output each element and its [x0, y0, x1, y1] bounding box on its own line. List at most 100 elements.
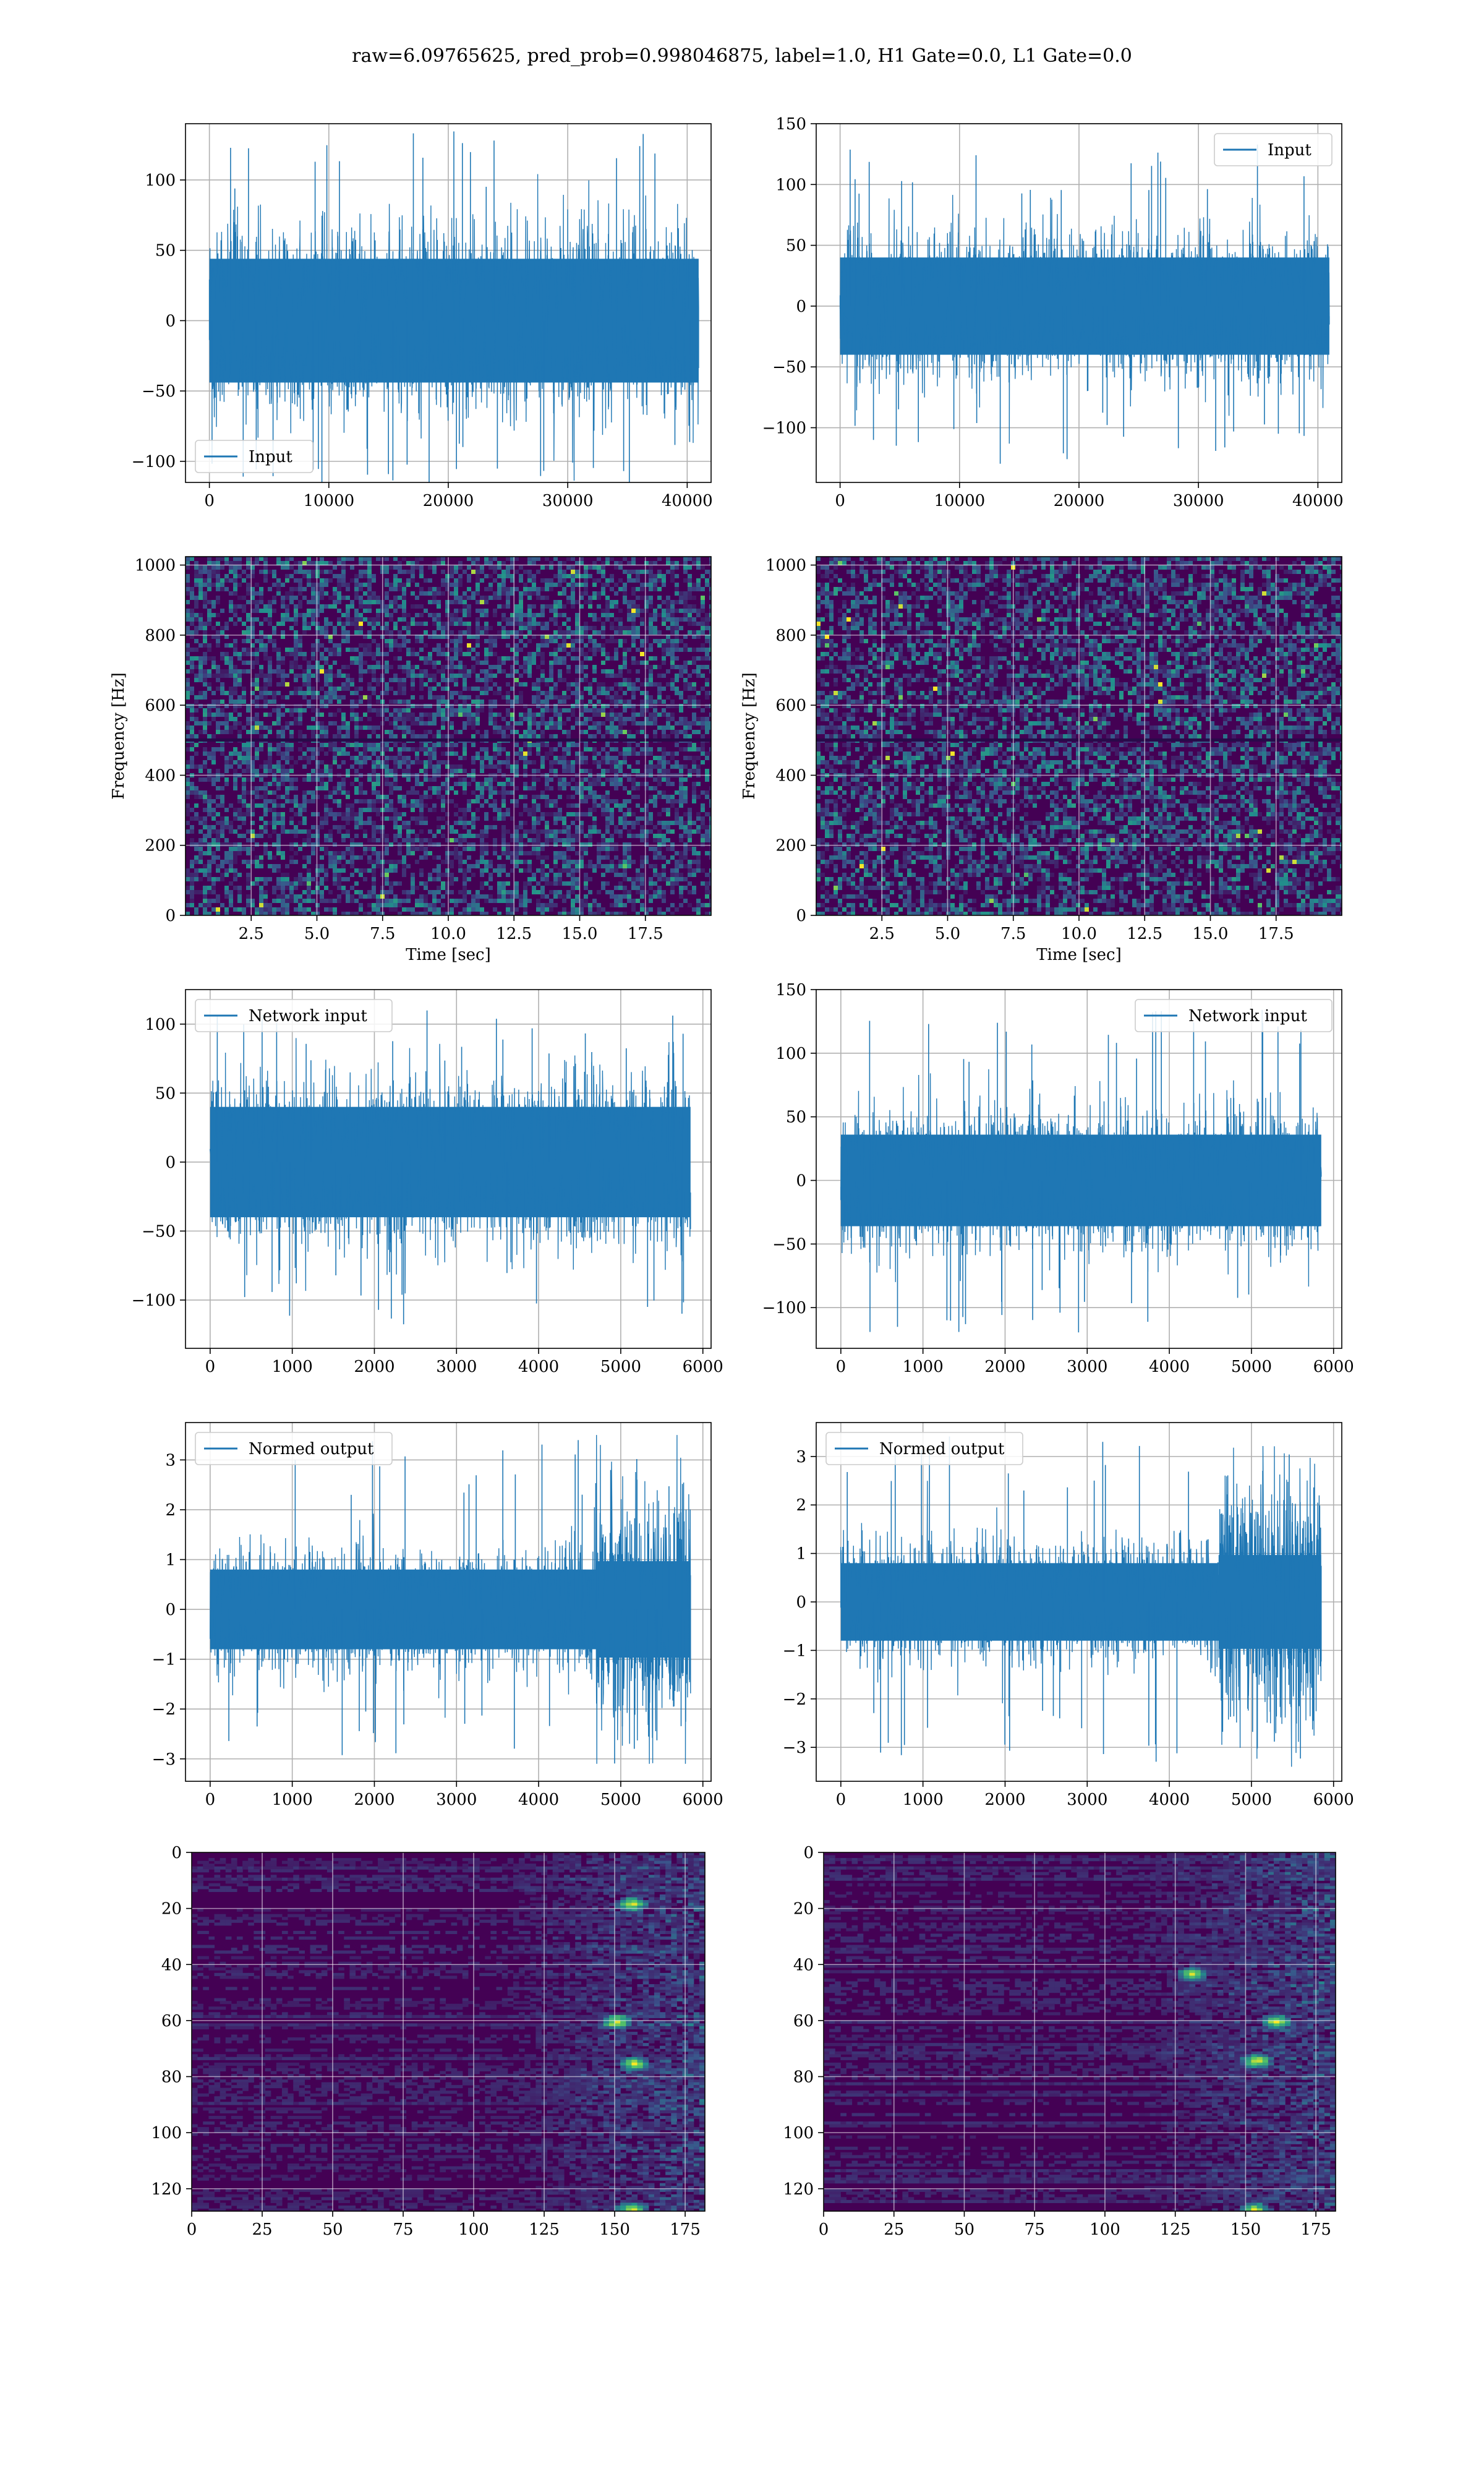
- norm-h1-spikes: [228, 1440, 683, 1764]
- norm-l1-xtick-label: 4000: [1149, 1791, 1190, 1809]
- heat-l1-xtick-label: 175: [1300, 2220, 1331, 2239]
- heat-l1-xtick-label: 125: [1160, 2220, 1191, 2239]
- net-l1-ytick-label: −100: [762, 1299, 806, 1317]
- net-h1-ytick-label: −50: [142, 1222, 176, 1241]
- net-l1-ytick-label: 150: [775, 981, 806, 999]
- heat-h1-ytick-label: 120: [151, 2180, 182, 2199]
- net-l1-series: [840, 1009, 1322, 1333]
- spec-h1-xtick-label: 10.0: [430, 925, 466, 943]
- net-l1-ytick-label: −50: [772, 1235, 806, 1254]
- norm-h1-ytick-label: 0: [165, 1601, 176, 1619]
- norm-h1-xtick-label: 6000: [683, 1791, 723, 1809]
- heat-l1-panel: 0 25 50 75 100 125 150 175 0 20 40 60 80 100 120: [783, 1844, 1336, 2239]
- heat-l1-frame: [823, 1852, 1336, 2212]
- net-l1-ytick-label: 50: [786, 1108, 806, 1127]
- input-l1-series: [839, 144, 1330, 464]
- net-l1-xtick-label: 4000: [1149, 1358, 1190, 1376]
- norm-l1-xtick-label: 1000: [903, 1791, 944, 1809]
- norm-h1-ytick-label: −3: [152, 1750, 176, 1769]
- norm-l1-xtick-label: 0: [836, 1791, 846, 1809]
- norm-l1-ytick-label: 0: [796, 1593, 806, 1612]
- spec-l1-ylabel: Frequency [Hz]: [740, 672, 759, 800]
- spec-h1-xlabel: Time [sec]: [406, 946, 491, 964]
- heat-h1-ytick-label: 60: [161, 2012, 182, 2031]
- spec-h1-xtick-label: 12.5: [496, 925, 532, 943]
- norm-l1-xtick-label: 6000: [1313, 1791, 1354, 1809]
- norm-h1-line: [210, 1435, 691, 1764]
- input-h1-ytick-label: −50: [142, 382, 176, 401]
- input-h1-xtick-label: 10000: [303, 492, 354, 510]
- net-h1-xtick-label: 4000: [518, 1358, 559, 1376]
- heat-h1-xtick-label: 150: [599, 2220, 630, 2239]
- spec-l1-xtick-label: 5.0: [935, 925, 960, 943]
- heat-h1-image: [192, 1852, 705, 2211]
- norm-h1-xtick-label: 3000: [436, 1791, 477, 1809]
- norm-h1-xtick-label: 5000: [600, 1791, 641, 1809]
- input-h1-legend: Input: [195, 440, 313, 473]
- heat-h1-ytick-label: 20: [161, 1900, 182, 1919]
- net-h1-ytick-label: 50: [155, 1084, 176, 1103]
- spec-h1-xtick-label: 7.5: [370, 925, 395, 943]
- heat-l1-ytick-label: 80: [793, 2068, 814, 2087]
- input-h1-series: [208, 131, 699, 482]
- input-h1-xtick-label: 30000: [542, 492, 594, 510]
- heat-l1-ytick-label: 0: [803, 1844, 814, 1862]
- net-h1-frame: [185, 989, 712, 1349]
- spec-l1-ytick-label: 600: [775, 696, 806, 715]
- net-h1-xtick-label: 1000: [272, 1358, 313, 1376]
- input-l1-legend: Input: [1214, 133, 1333, 166]
- norm-l1-ytick-label: −3: [783, 1739, 806, 1757]
- spec-h1-ytick-label: 200: [145, 837, 176, 855]
- norm-l1-xtick-label: 2000: [984, 1791, 1025, 1809]
- spec-l1-ytick-label: 200: [775, 837, 806, 855]
- input-h1-xtick-label: 20000: [423, 492, 474, 510]
- spec-l1-xtick-label: 10.0: [1061, 925, 1097, 943]
- net-l1-legend-label: Network input: [1188, 1007, 1307, 1025]
- spec-l1-xtick-label: 12.5: [1127, 925, 1162, 943]
- input-h1-ytick-label: −100: [132, 453, 176, 471]
- norm-l1-ytick-label: 3: [796, 1448, 806, 1466]
- spec-l1-ytick-label: 0: [796, 907, 806, 925]
- net-h1-ytick-label: −100: [132, 1291, 176, 1310]
- spec-h1-xtick-label: 5.0: [304, 925, 330, 943]
- spec-h1-ylabel: Frequency [Hz]: [109, 672, 128, 800]
- norm-l1-ytick-label: 2: [796, 1496, 806, 1515]
- heat-h1-ytick-label: 80: [161, 2068, 182, 2087]
- norm-l1-spikes: [846, 1436, 1301, 1762]
- norm-l1-ytick-label: −1: [783, 1641, 806, 1660]
- spec-l1-xlabel: Time [sec]: [1036, 946, 1122, 964]
- norm-h1-ytick-label: −1: [152, 1651, 176, 1669]
- spec-h1-ytick-label: 1000: [135, 557, 176, 575]
- norm-h1-series: [210, 1435, 691, 1764]
- input-h1-xtick-label: 0: [204, 492, 215, 510]
- input-l1-ytick-label: 0: [796, 297, 806, 316]
- input-h1-legend-label: Input: [249, 448, 292, 466]
- input-h1-ytick-label: 0: [165, 312, 176, 330]
- norm-l1-legend: Normed output: [825, 1432, 1023, 1465]
- spec-h1-ytick-label: 800: [145, 627, 176, 645]
- net-h1-ytick-label: 100: [145, 1016, 176, 1034]
- spec-h1-ytick-label: 600: [145, 696, 176, 715]
- input-h1-xtick-label: 40000: [662, 492, 713, 510]
- input-l1-ytick-label: −50: [772, 358, 806, 377]
- norm-h1-legend-label: Normed output: [249, 1440, 374, 1458]
- input-l1-xtick-label: 10000: [934, 492, 985, 510]
- norm-h1-xtick-label: 2000: [354, 1791, 394, 1809]
- input-h1-panel: 0 10000 20000 30000 40000 −100 −50 0 50 100 Input: [132, 123, 713, 510]
- input-l1-ytick-label: 50: [786, 237, 806, 255]
- spec-l1-xtick-label: 2.5: [869, 925, 895, 943]
- norm-h1-frame: [185, 1422, 712, 1782]
- net-l1-xtick-label: 0: [836, 1358, 846, 1376]
- net-h1-line: [210, 1038, 691, 1294]
- spec-h1-image: [186, 557, 711, 915]
- input-h1-ytick-label: 100: [145, 171, 176, 190]
- heat-l1-xtick-label: 75: [1025, 2220, 1045, 2239]
- norm-l1-panel: 0 1000 2000 3000 4000 5000 6000 −3 −2 −1 0 1 2 3 Norme…: [783, 1422, 1354, 1809]
- net-h1-legend-label: Network input: [249, 1007, 367, 1025]
- heat-l1-image: [824, 1852, 1336, 2211]
- heat-l1-xtick-label: 25: [884, 2220, 904, 2239]
- input-l1-ytick-label: 150: [775, 115, 806, 134]
- spec-l1-xtick-label: 15.0: [1193, 925, 1229, 943]
- net-l1-ytick-label: 0: [796, 1172, 806, 1191]
- input-l1-legend-label: Input: [1268, 141, 1311, 160]
